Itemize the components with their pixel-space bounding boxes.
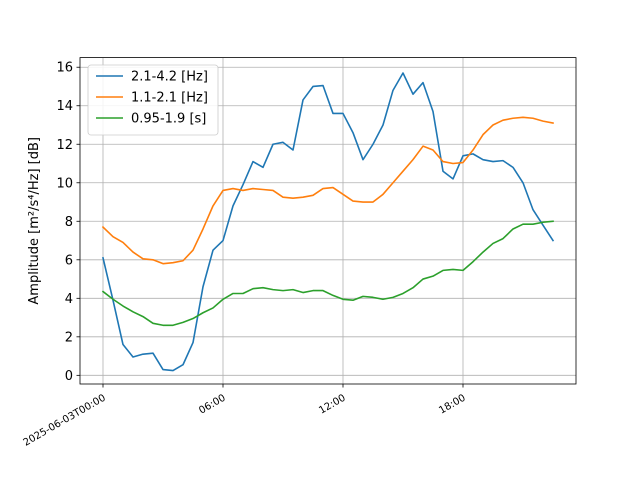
y-tick-label: 0: [65, 369, 73, 384]
y-tick-label: 8: [65, 215, 73, 230]
legend-label-1: 2.1-4.2 [Hz]: [131, 70, 208, 85]
y-tick-label: 10: [56, 176, 73, 191]
y-tick-label: 4: [65, 292, 73, 307]
series-line-1: [102, 72, 555, 372]
axes-frame: [79, 57, 577, 385]
y-tick-label: 6: [65, 253, 73, 268]
legend: 2.1-4.2 [Hz] 1.1-2.1 [Hz] 0.95-1.9 [s]: [87, 64, 219, 136]
series-line-3: [101, 220, 554, 327]
series-layer: [101, 72, 555, 372]
y-tick-label: 2: [65, 330, 73, 345]
legend-label-3: 0.95-1.9 [s]: [131, 112, 206, 127]
y-tick-label: 12: [56, 138, 73, 153]
legend-label-2: 1.1-2.1 [Hz]: [131, 91, 208, 106]
y-tick-label: 16: [56, 61, 73, 76]
y-tick-label: 14: [56, 99, 73, 114]
grid: [80, 57, 576, 384]
y-axis-label: Amplitude [m²/s⁴/Hz] [dB]: [27, 137, 42, 305]
series-line-2: [101, 116, 554, 265]
